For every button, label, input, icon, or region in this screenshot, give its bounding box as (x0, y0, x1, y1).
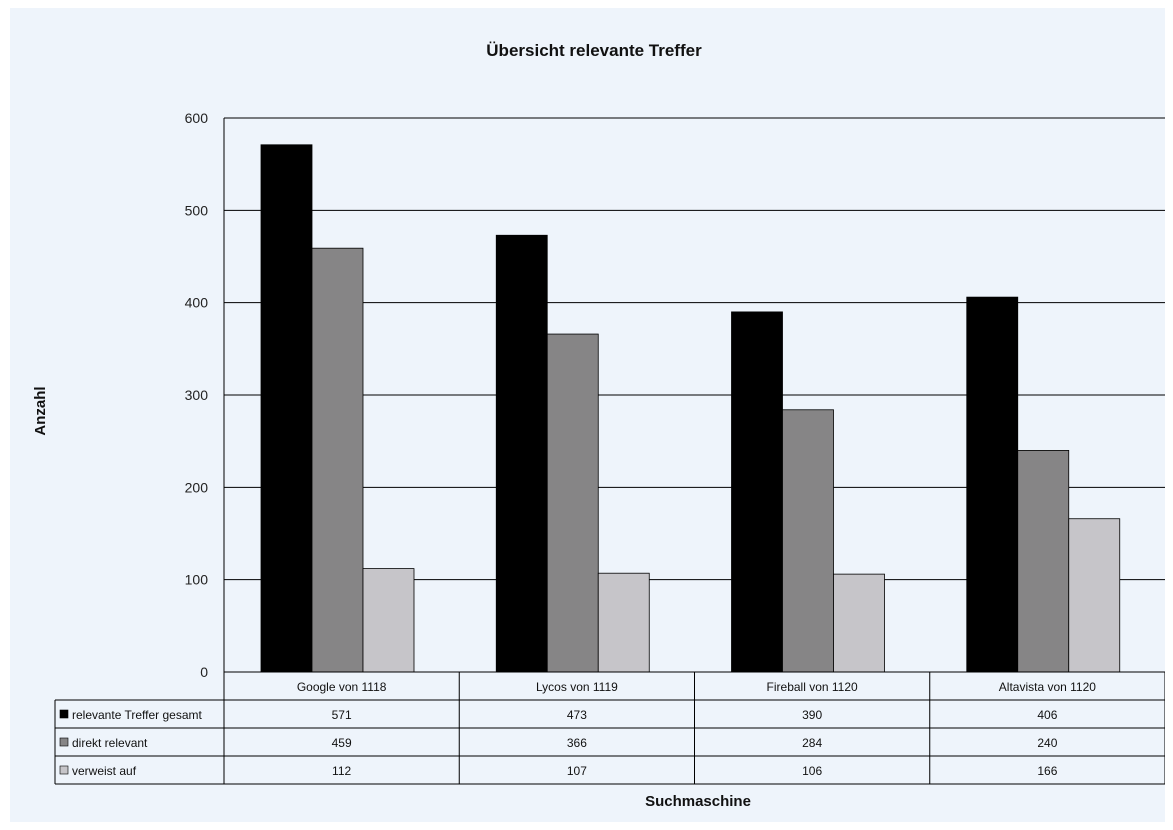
bar (495, 234, 548, 673)
chart-title: Übersicht relevante Treffer (486, 41, 702, 60)
y-tick-label: 0 (200, 664, 208, 680)
x-tick-label: Google von 1118 (297, 680, 387, 694)
bar (731, 311, 783, 673)
data-label: 571 (332, 708, 352, 722)
bar (782, 409, 834, 673)
bar (1017, 449, 1070, 673)
data-label: 106 (802, 764, 822, 778)
legend-swatch (59, 737, 69, 747)
bar (362, 568, 415, 673)
data-label: 240 (1037, 736, 1057, 750)
data-label: 107 (567, 764, 587, 778)
y-tick-label: 600 (185, 110, 209, 126)
bar (833, 573, 885, 673)
legend-label: verweist auf (72, 764, 137, 778)
bar (1068, 518, 1121, 673)
legend-label: relevante Treffer gesamt (72, 708, 203, 722)
y-tick-label: 500 (185, 202, 209, 218)
x-tick-label: Fireball von 1120 (767, 680, 858, 694)
data-label: 284 (802, 736, 822, 750)
data-label: 366 (567, 736, 587, 750)
bar (311, 247, 364, 673)
chart-area: Übersicht relevante Treffer Anzahl Suchm… (10, 8, 1165, 822)
legend-swatch (59, 765, 69, 775)
bar (597, 572, 650, 673)
data-label: 406 (1037, 708, 1057, 722)
y-tick-label: 200 (185, 479, 209, 495)
bar-chart: Übersicht relevante Treffer Anzahl Suchm… (32, 41, 1165, 810)
y-tick-label: 100 (185, 572, 209, 588)
bar (546, 333, 599, 673)
legend-swatch (59, 709, 69, 719)
x-tick-label: Lycos von 1119 (536, 680, 618, 694)
data-table: Google von 1118 Lycos von 1119 Fireball vo… (54, 671, 1165, 785)
y-axis-title: Anzahl (32, 386, 49, 435)
y-axis-ticks: 0 100 200 300 400 500 600 (185, 110, 209, 680)
x-tick-label: Altavista von 1120 (999, 680, 1096, 694)
data-label: 459 (332, 736, 352, 750)
y-tick-label: 400 (185, 295, 209, 311)
x-axis-title: Suchmaschine (645, 793, 751, 810)
y-tick-label: 300 (185, 387, 209, 403)
bar (260, 144, 313, 673)
data-label: 112 (332, 764, 351, 778)
legend-label: direkt relevant (72, 736, 148, 750)
bar (966, 296, 1019, 673)
data-label: 390 (802, 708, 822, 722)
data-label: 166 (1037, 764, 1057, 778)
data-label: 473 (567, 708, 587, 722)
bars (260, 144, 1121, 673)
